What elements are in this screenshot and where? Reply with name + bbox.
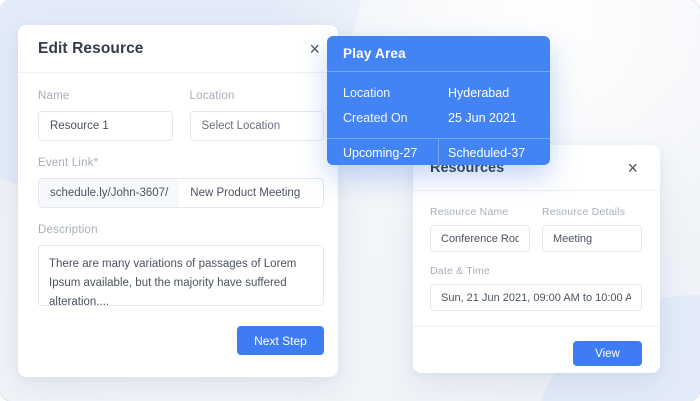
description-textarea[interactable]: There are many variations of passages of… bbox=[38, 245, 324, 306]
detail-row: Location Hyderabad bbox=[327, 80, 550, 105]
created-on-value: 25 Jun 2021 bbox=[448, 110, 517, 125]
location-value: Hyderabad bbox=[448, 85, 510, 100]
close-icon: × bbox=[627, 157, 638, 178]
event-link-label: Event Link* bbox=[38, 157, 99, 169]
event-link-value: New Product Meeting bbox=[190, 187, 301, 199]
edit-resource-header: Edit Resource × bbox=[18, 25, 338, 72]
edit-resource-body: Name Location Event Link* schedule.ly/Jo… bbox=[18, 73, 338, 355]
edit-resource-dialog: Edit Resource × Name Location Event Link… bbox=[18, 25, 338, 377]
close-icon: × bbox=[309, 38, 320, 59]
resource-details-label: Resource Details bbox=[542, 206, 626, 218]
datetime-label: Date & Time bbox=[430, 265, 490, 277]
location-field-group: Location bbox=[189, 90, 324, 141]
created-on-label: Created On bbox=[343, 110, 408, 125]
play-area-title: Play Area bbox=[343, 46, 406, 61]
name-label: Name bbox=[38, 90, 70, 102]
header-divider bbox=[18, 72, 338, 73]
event-link-prefix: schedule.ly/John-3607/ bbox=[39, 179, 180, 207]
resource-name-input[interactable] bbox=[430, 225, 530, 252]
play-area-details: Location Hyderabad Created On 25 Jun 202… bbox=[327, 72, 550, 138]
name-field-group: Name bbox=[38, 90, 173, 141]
edit-resource-title: Edit Resource bbox=[38, 39, 144, 57]
header-divider bbox=[413, 190, 660, 191]
scheduled-stat: Scheduled-37 bbox=[448, 146, 526, 160]
location-label: Location bbox=[343, 85, 391, 100]
resource-details-field-group: Resource Details bbox=[542, 206, 642, 252]
stats-vertical-divider bbox=[438, 139, 439, 167]
next-step-button[interactable]: Next Step bbox=[237, 326, 324, 355]
view-button[interactable]: View bbox=[573, 341, 642, 366]
footer-divider bbox=[413, 326, 660, 327]
close-button[interactable]: × bbox=[305, 38, 324, 60]
event-link-input[interactable]: schedule.ly/John-3607/ New Product Meeti… bbox=[38, 178, 324, 208]
event-link-field-group: Event Link* schedule.ly/John-3607/ New P… bbox=[38, 157, 324, 208]
resources-dialog: Resources × Resource Name Resource Detai… bbox=[413, 145, 660, 373]
location-select[interactable] bbox=[189, 111, 324, 141]
datetime-field-group: Date & Time bbox=[430, 265, 642, 311]
location-label: Location bbox=[189, 90, 235, 102]
datetime-input[interactable] bbox=[430, 284, 642, 311]
name-input[interactable] bbox=[38, 111, 173, 141]
resource-name-label: Resource Name bbox=[430, 206, 509, 218]
resource-details-input[interactable] bbox=[542, 225, 642, 252]
play-area-header-divider bbox=[327, 71, 550, 72]
description-field-group: Description There are many variations of… bbox=[38, 224, 324, 306]
play-area-stats: Upcoming-27 Scheduled-37 bbox=[327, 139, 550, 167]
upcoming-stat: Upcoming-27 bbox=[343, 146, 418, 160]
play-area-stats-divider bbox=[327, 138, 550, 139]
resources-body: Resource Name Resource Details Date & Ti… bbox=[413, 191, 660, 366]
play-area-header: Play Area bbox=[327, 36, 550, 71]
close-button[interactable]: × bbox=[623, 157, 642, 179]
play-area-card: Play Area Location Hyderabad Created On … bbox=[327, 36, 550, 167]
resource-name-field-group: Resource Name bbox=[430, 206, 530, 252]
detail-row: Created On 25 Jun 2021 bbox=[327, 105, 550, 130]
description-label: Description bbox=[38, 224, 98, 236]
